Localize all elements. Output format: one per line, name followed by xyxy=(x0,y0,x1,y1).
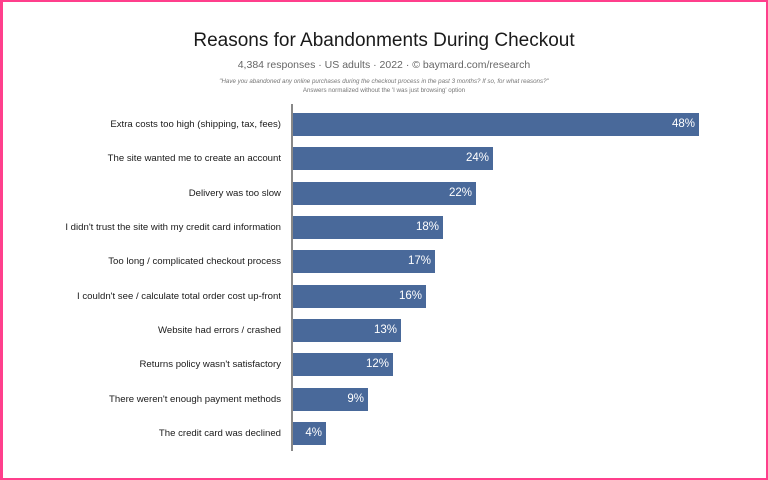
bar-row: Extra costs too high (shipping, tax, fee… xyxy=(0,113,768,136)
category-label: Website had errors / crashed xyxy=(158,325,281,336)
category-label: Delivery was too slow xyxy=(188,188,281,199)
bar-row: Too long / complicated checkout process … xyxy=(0,250,768,273)
category-label: The site wanted me to create an account xyxy=(107,153,281,164)
bar: 48% xyxy=(293,113,699,136)
value-label: 18% xyxy=(415,221,439,233)
category-label: Extra costs too high (shipping, tax, fee… xyxy=(110,119,281,130)
bar-row: The site wanted me to create an account … xyxy=(0,147,768,170)
value-label: 24% xyxy=(465,152,489,164)
normalization-note: Answers normalized without the 'I was ju… xyxy=(302,87,466,94)
y-axis-line xyxy=(291,104,293,451)
bar: 18% xyxy=(293,216,443,239)
bar: 12% xyxy=(293,353,393,376)
value-label: 9% xyxy=(347,393,364,405)
bar-row: The credit card was declined 4% xyxy=(0,422,768,445)
value-label: 13% xyxy=(373,324,397,336)
category-label: I couldn't see / calculate total order c… xyxy=(77,291,281,302)
category-label: Returns policy wasn't satisfactory xyxy=(139,359,281,370)
bar: 4% xyxy=(293,422,326,445)
bar: 17% xyxy=(293,250,435,273)
value-label: 12% xyxy=(365,358,389,370)
chart-subtitle: 4,384 responses · US adults · 2022 · © b… xyxy=(237,59,531,71)
bar: 13% xyxy=(293,319,401,342)
bar: 24% xyxy=(293,147,493,170)
bar-row: Returns policy wasn't satisfactory 12% xyxy=(0,353,768,376)
category-label: I didn't trust the site with my credit c… xyxy=(65,222,281,233)
chart-note: "Have you abandoned any online purchases… xyxy=(0,77,768,95)
bar: 22% xyxy=(293,182,476,205)
chart-title: Reasons for Abandonments During Checkout xyxy=(193,30,575,51)
bar-row: I couldn't see / calculate total order c… xyxy=(0,285,768,308)
bar-row: There weren't enough payment methods 9% xyxy=(0,388,768,411)
category-label: There weren't enough payment methods xyxy=(109,394,281,405)
bar: 16% xyxy=(293,285,426,308)
value-label: 22% xyxy=(448,187,472,199)
category-label: The credit card was declined xyxy=(158,428,281,439)
category-label: Too long / complicated checkout process xyxy=(108,256,281,267)
bar-row: I didn't trust the site with my credit c… xyxy=(0,216,768,239)
bar-row: Delivery was too slow 22% xyxy=(0,182,768,205)
bar-row: Website had errors / crashed 13% xyxy=(0,319,768,342)
value-label: 16% xyxy=(398,290,422,302)
value-label: 17% xyxy=(407,255,431,267)
value-label: 48% xyxy=(671,118,695,130)
value-label: 4% xyxy=(305,427,322,439)
survey-question: "Have you abandoned any online purchases… xyxy=(219,78,549,85)
bar: 9% xyxy=(293,388,368,411)
